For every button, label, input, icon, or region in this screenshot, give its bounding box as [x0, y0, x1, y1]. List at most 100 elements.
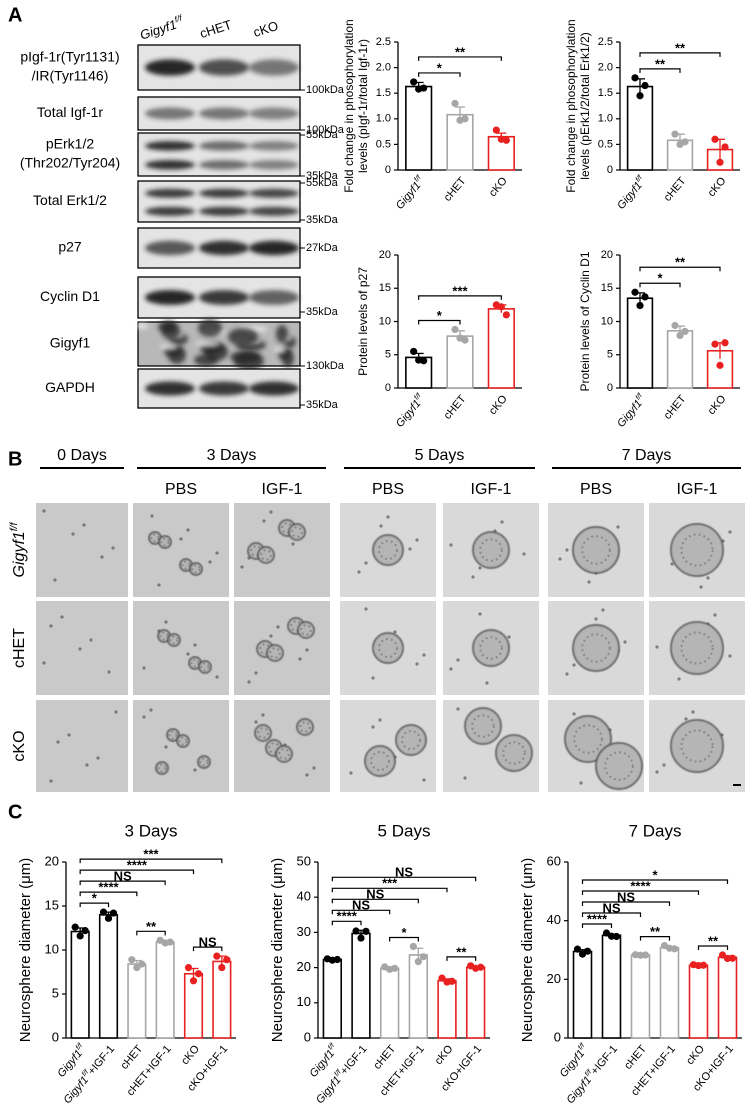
debris: [456, 707, 460, 711]
bar: [659, 946, 680, 1039]
chart-title: 5 Days: [378, 821, 431, 840]
data-point: [461, 115, 469, 123]
x-tick-label: cKO: [706, 393, 729, 417]
data-point: [728, 954, 737, 962]
debris: [572, 712, 576, 716]
bar: [666, 330, 694, 389]
x-tick-label: cHET: [662, 393, 689, 422]
debris: [82, 523, 86, 527]
blot-band: [199, 290, 249, 305]
y-tick-label: 15: [379, 282, 391, 294]
blot-noise: [158, 321, 176, 333]
y-tick-label: 5: [52, 985, 59, 1000]
treatment-label: PBS: [580, 481, 612, 498]
significance-bracket: [639, 266, 721, 272]
blot-band: [145, 290, 195, 305]
bar: [351, 932, 371, 1039]
debris: [691, 710, 695, 714]
significance-bracket: [331, 876, 477, 882]
debris: [305, 773, 309, 777]
debris: [157, 583, 161, 587]
blot-panel: [137, 180, 301, 223]
significance-bracket: [331, 887, 448, 893]
data-point: [671, 130, 679, 138]
neurosphere: [472, 531, 510, 569]
debris: [378, 718, 382, 722]
significance-label: **: [675, 40, 686, 55]
y-tick-label: 10: [379, 315, 391, 327]
data-point: [357, 934, 365, 942]
blot-row-label: Gigyf1: [50, 335, 91, 351]
debris: [371, 676, 375, 680]
data-point: [138, 960, 146, 968]
debris: [164, 620, 168, 624]
bar: [127, 963, 147, 1039]
data-point: [213, 952, 221, 960]
micrograph: [133, 503, 229, 597]
debris: [364, 607, 368, 611]
significance-label: **: [456, 944, 467, 959]
debris: [53, 578, 57, 582]
significance-label: *: [652, 867, 658, 882]
debris: [415, 662, 419, 666]
bar: [408, 954, 429, 1039]
debris: [478, 612, 482, 616]
neurosphere-texture: [479, 636, 503, 660]
debris: [655, 645, 659, 649]
micrograph: [36, 601, 128, 695]
neurosphere-texture: [199, 757, 209, 767]
data-point: [641, 951, 650, 959]
debris: [164, 745, 168, 749]
data-point: [128, 956, 136, 964]
significance-label: *: [401, 925, 407, 940]
debris: [485, 681, 489, 685]
significance-bracket: [581, 912, 642, 917]
neurosphere-texture: [300, 624, 312, 636]
neurosphere-texture: [581, 535, 611, 565]
significance-label: ***: [452, 283, 468, 298]
significance-label: ****: [630, 878, 651, 893]
blot-row-label: /IR(Tyr1146): [32, 68, 109, 84]
y-tick-label: 0.5: [376, 138, 391, 150]
neurosphere-texture: [291, 526, 303, 538]
blot-band: [145, 107, 195, 120]
significance-label: ***: [143, 847, 159, 862]
blot-band: [249, 206, 299, 216]
data-point: [104, 914, 113, 922]
debris: [478, 566, 482, 570]
label-part: f/f: [326, 1041, 337, 1051]
label-part: Gigyf1: [314, 1074, 344, 1106]
micrograph: [36, 700, 128, 792]
blot-band: [249, 107, 299, 120]
debris: [601, 608, 605, 612]
blot-noise: [160, 344, 178, 350]
significance-bracket: [639, 282, 681, 288]
y-tick-label: 15: [45, 897, 59, 912]
neurosphere: [464, 707, 502, 745]
neurosphere-texture: [159, 631, 169, 641]
debris: [186, 652, 190, 656]
y-tick-label: 40: [297, 889, 311, 904]
debris: [71, 532, 75, 536]
data-point: [492, 126, 500, 134]
y-tick-label: 10: [45, 941, 59, 956]
y-tick-label: 2.0: [598, 62, 613, 74]
debris: [193, 643, 197, 647]
significance-label: *: [437, 60, 443, 75]
lane-label: Gigyf1f/f: [137, 12, 186, 43]
debris: [587, 580, 591, 584]
significance-bracket: [79, 891, 138, 897]
y-tick-label: 40: [547, 912, 561, 927]
y-tick-label: 20: [547, 971, 561, 986]
neurosphere-texture: [680, 533, 714, 567]
debris: [149, 708, 153, 712]
significance-label: ****: [587, 911, 608, 926]
debris: [49, 779, 53, 783]
neurosphere-texture: [573, 724, 603, 754]
blot-noise: [194, 354, 218, 366]
marker-label: 100kDa: [306, 84, 345, 96]
y-axis-label: levels (pIgf-1r/total Igf-1r): [356, 39, 370, 173]
y-tick-label: 0: [52, 1029, 59, 1044]
debris: [305, 648, 309, 652]
